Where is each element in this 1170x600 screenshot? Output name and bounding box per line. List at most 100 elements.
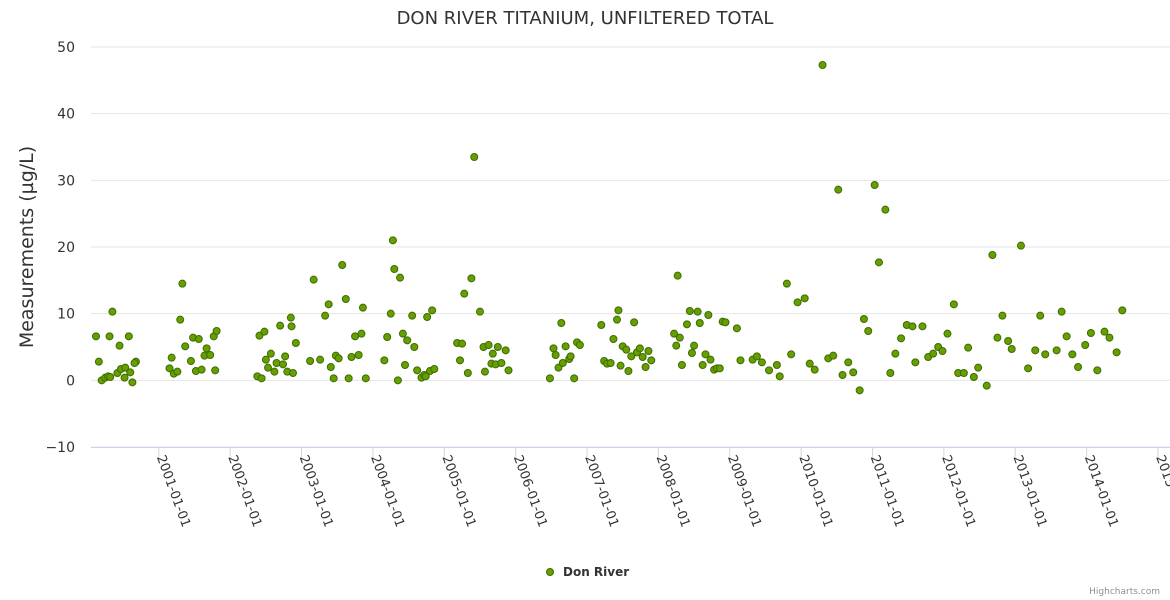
data-point[interactable] bbox=[757, 358, 766, 367]
data-point[interactable] bbox=[1041, 350, 1050, 359]
data-point[interactable] bbox=[606, 359, 615, 367]
data-point[interactable] bbox=[969, 373, 978, 381]
data-point[interactable] bbox=[943, 329, 952, 338]
data-point[interactable] bbox=[1062, 332, 1071, 341]
data-point[interactable] bbox=[173, 367, 182, 376]
data-point[interactable] bbox=[685, 307, 694, 315]
data-point[interactable] bbox=[693, 307, 702, 316]
data-point[interactable] bbox=[458, 339, 467, 348]
data-point[interactable] bbox=[695, 319, 704, 327]
data-point[interactable] bbox=[609, 335, 618, 343]
data-point[interactable] bbox=[911, 358, 920, 367]
data-point[interactable] bbox=[306, 357, 315, 365]
data-point[interactable] bbox=[677, 361, 686, 369]
data-point[interactable] bbox=[1093, 366, 1102, 375]
data-point[interactable] bbox=[1004, 337, 1013, 345]
data-point[interactable] bbox=[91, 332, 100, 341]
data-point[interactable] bbox=[115, 341, 124, 350]
data-point[interactable] bbox=[721, 318, 730, 327]
data-point[interactable] bbox=[276, 321, 285, 330]
data-point[interactable] bbox=[130, 359, 139, 367]
data-point[interactable] bbox=[206, 351, 215, 359]
data-point[interactable] bbox=[493, 343, 502, 351]
data-point[interactable] bbox=[341, 295, 350, 303]
data-point[interactable] bbox=[428, 306, 437, 315]
data-point[interactable] bbox=[108, 307, 117, 316]
data-point[interactable] bbox=[470, 153, 479, 161]
data-point[interactable] bbox=[460, 289, 469, 298]
data-point[interactable] bbox=[622, 345, 631, 354]
data-point[interactable] bbox=[120, 373, 129, 382]
data-point[interactable] bbox=[501, 346, 510, 355]
data-point[interactable] bbox=[859, 315, 868, 323]
data-point[interactable] bbox=[1112, 348, 1121, 357]
data-point[interactable] bbox=[787, 350, 796, 359]
data-point[interactable] bbox=[413, 366, 422, 375]
data-point[interactable] bbox=[881, 205, 890, 214]
data-point[interactable] bbox=[864, 327, 873, 335]
data-point[interactable] bbox=[165, 364, 174, 373]
data-point[interactable] bbox=[1031, 346, 1040, 355]
data-point[interactable] bbox=[613, 315, 622, 324]
data-point[interactable] bbox=[570, 374, 579, 383]
data-point[interactable] bbox=[288, 369, 297, 377]
data-point[interactable] bbox=[551, 351, 560, 359]
data-point[interactable] bbox=[993, 333, 1002, 342]
data-point[interactable] bbox=[1016, 241, 1025, 250]
data-point[interactable] bbox=[575, 341, 584, 349]
data-point[interactable] bbox=[1057, 307, 1066, 316]
data-point[interactable] bbox=[647, 356, 656, 365]
data-point[interactable] bbox=[1118, 306, 1127, 315]
data-point[interactable] bbox=[354, 351, 363, 359]
legend-marker-icon[interactable] bbox=[546, 568, 554, 576]
data-point[interactable] bbox=[403, 336, 412, 345]
data-point[interactable] bbox=[635, 344, 644, 353]
data-point[interactable] bbox=[398, 329, 407, 338]
data-point[interactable] bbox=[616, 361, 625, 370]
data-point[interactable] bbox=[186, 357, 195, 365]
data-point[interactable] bbox=[630, 318, 639, 327]
credits-link[interactable]: Highcharts.com bbox=[1089, 587, 1160, 597]
data-point[interactable] bbox=[1068, 350, 1077, 359]
data-point[interactable] bbox=[855, 386, 864, 395]
data-point[interactable] bbox=[484, 341, 493, 349]
legend-label[interactable]: Don River bbox=[563, 565, 629, 579]
data-point[interactable] bbox=[287, 322, 296, 331]
data-point[interactable] bbox=[558, 359, 567, 367]
data-point[interactable] bbox=[488, 349, 497, 358]
data-point[interactable] bbox=[1081, 341, 1090, 349]
data-point[interactable] bbox=[386, 309, 395, 318]
data-point[interactable] bbox=[338, 261, 347, 269]
data-point[interactable] bbox=[765, 366, 774, 375]
data-point[interactable] bbox=[701, 350, 710, 359]
data-point[interactable] bbox=[897, 334, 906, 343]
data-point[interactable] bbox=[1052, 346, 1061, 355]
data-point[interactable] bbox=[396, 273, 405, 282]
data-point[interactable] bbox=[270, 367, 279, 376]
data-point[interactable] bbox=[800, 294, 809, 303]
data-point[interactable] bbox=[194, 335, 203, 343]
data-point[interactable] bbox=[834, 185, 843, 194]
data-point[interactable] bbox=[1074, 363, 1083, 371]
data-point[interactable] bbox=[715, 364, 724, 373]
data-point[interactable] bbox=[423, 313, 432, 321]
data-point[interactable] bbox=[918, 322, 927, 331]
data-point[interactable] bbox=[176, 315, 185, 324]
data-point[interactable] bbox=[1105, 333, 1114, 342]
data-point[interactable] bbox=[706, 355, 715, 364]
data-point[interactable] bbox=[597, 321, 606, 329]
data-point[interactable] bbox=[974, 363, 983, 372]
data-point[interactable] bbox=[1086, 329, 1095, 337]
data-point[interactable] bbox=[167, 353, 176, 362]
data-point[interactable] bbox=[672, 341, 681, 350]
data-point[interactable] bbox=[810, 365, 819, 374]
data-point[interactable] bbox=[675, 333, 684, 342]
data-point[interactable] bbox=[257, 374, 266, 383]
data-point[interactable] bbox=[1024, 364, 1033, 373]
legend[interactable]: Don River bbox=[546, 565, 630, 579]
data-point[interactable] bbox=[549, 344, 558, 353]
data-point[interactable] bbox=[410, 343, 419, 351]
data-point[interactable] bbox=[178, 279, 187, 288]
data-point[interactable] bbox=[949, 300, 958, 309]
data-point[interactable] bbox=[309, 275, 318, 284]
